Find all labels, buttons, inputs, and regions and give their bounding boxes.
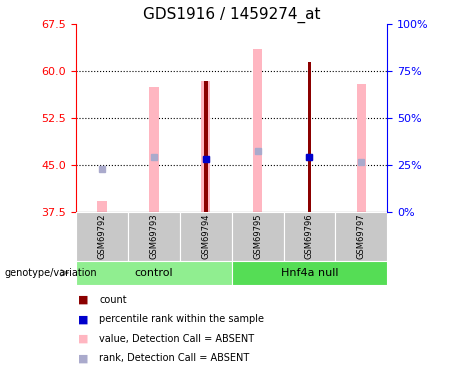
Text: value, Detection Call = ABSENT: value, Detection Call = ABSENT xyxy=(99,334,254,344)
Title: GDS1916 / 1459274_at: GDS1916 / 1459274_at xyxy=(143,7,320,23)
Text: ■: ■ xyxy=(78,315,89,324)
Text: genotype/variation: genotype/variation xyxy=(5,268,97,278)
Text: GSM69797: GSM69797 xyxy=(357,213,366,259)
FancyBboxPatch shape xyxy=(128,212,180,261)
FancyBboxPatch shape xyxy=(231,212,284,261)
FancyBboxPatch shape xyxy=(284,212,335,261)
Text: ■: ■ xyxy=(78,334,89,344)
Text: ■: ■ xyxy=(78,354,89,363)
Text: GSM69795: GSM69795 xyxy=(253,213,262,259)
Text: GSM69793: GSM69793 xyxy=(149,213,159,259)
Text: GSM69792: GSM69792 xyxy=(97,213,106,259)
Text: rank, Detection Call = ABSENT: rank, Detection Call = ABSENT xyxy=(99,354,249,363)
Bar xyxy=(97,201,106,212)
FancyBboxPatch shape xyxy=(76,212,128,261)
FancyBboxPatch shape xyxy=(180,212,231,261)
Bar xyxy=(149,87,159,212)
FancyBboxPatch shape xyxy=(335,212,387,261)
Bar xyxy=(204,81,207,212)
FancyBboxPatch shape xyxy=(231,261,387,285)
Text: GSM69794: GSM69794 xyxy=(201,213,210,259)
Bar xyxy=(253,50,262,212)
Text: percentile rank within the sample: percentile rank within the sample xyxy=(99,315,264,324)
Text: Hnf4a null: Hnf4a null xyxy=(281,268,338,278)
Bar xyxy=(357,84,366,212)
Text: control: control xyxy=(135,268,173,278)
Bar xyxy=(307,62,311,212)
Text: GSM69796: GSM69796 xyxy=(305,213,314,259)
FancyBboxPatch shape xyxy=(76,261,231,285)
Text: count: count xyxy=(99,295,127,305)
Text: ■: ■ xyxy=(78,295,89,305)
Bar xyxy=(201,81,210,212)
